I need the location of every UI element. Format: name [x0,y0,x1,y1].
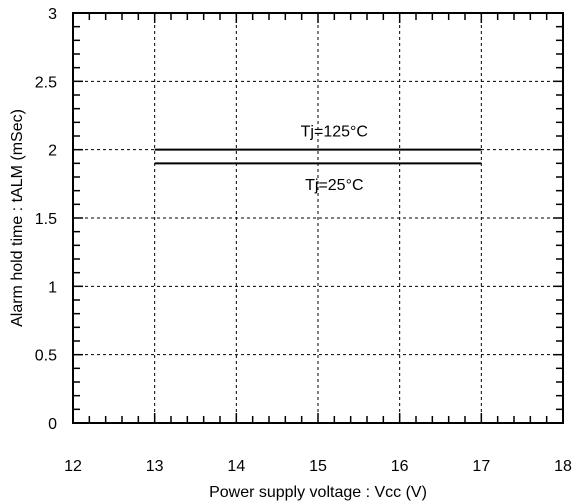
series-annotation: Tj=25°C [305,177,363,194]
x-tick-label: 18 [554,458,572,475]
x-tick-label: 16 [391,458,409,475]
x-tick-labels: 12 13 14 15 16 17 18 [64,458,572,475]
y-tick-labels: 0 0.5 1 1.5 2 2.5 3 [35,6,57,433]
x-tick-label: 14 [227,458,245,475]
series-layer [154,148,482,165]
x-axis-title: Power supply voltage : Vcc (V) [209,484,427,501]
x-tick-label: 15 [309,458,327,475]
y-tick-label: 1 [48,279,57,296]
y-axis-title: Alarm hold time : tALM (mSec) [9,109,26,327]
x-tick-label: 17 [472,458,490,475]
y-tick-label: 1.5 [35,211,57,228]
annotation-layer: Tj=125°C Tj=25°C [301,124,368,194]
y-tick-label: 0.5 [35,348,57,365]
y-tick-label: 3 [48,6,57,23]
series-annotation: Tj=125°C [301,124,368,141]
plot-frame [72,12,564,424]
y-tick-label: 2.5 [35,74,57,91]
y-tick-label: 0 [48,416,57,433]
x-tick-label: 12 [64,458,82,475]
x-tick-label: 13 [146,458,164,475]
grid-layer [73,13,563,423]
y-tick-label: 2 [48,143,57,160]
